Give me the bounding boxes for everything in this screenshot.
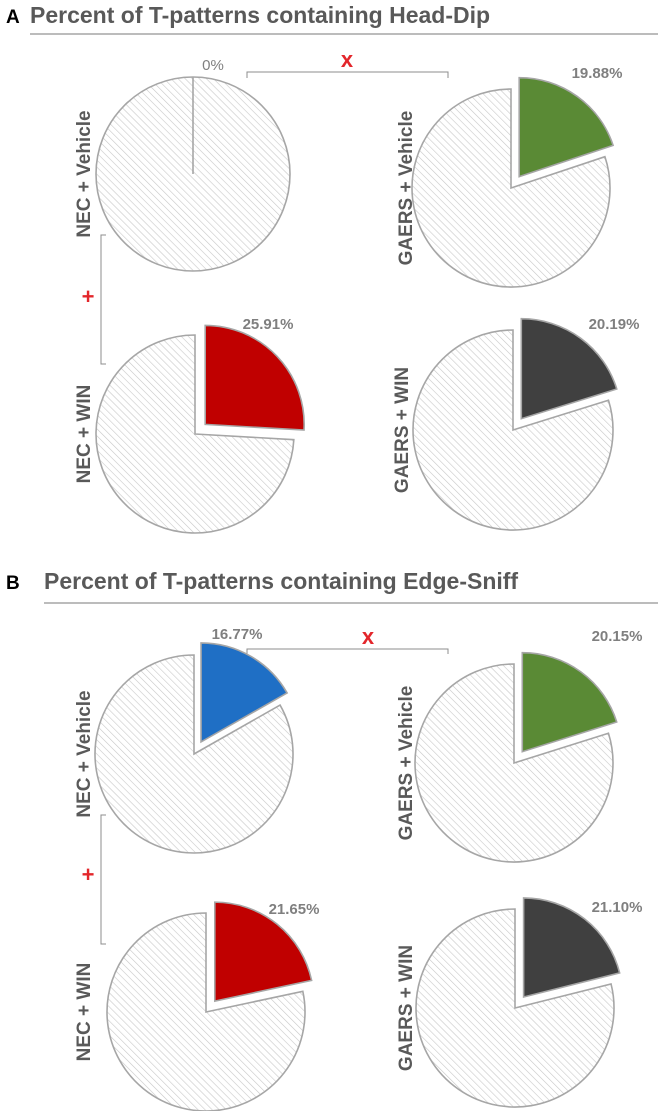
pie-percent-label: 21.10% [592, 899, 643, 916]
pie-remainder [95, 334, 295, 534]
pie-a-2: 25.91% NEC + WIN [74, 316, 305, 534]
pie-a-3: 20.19% GAERS + WIN [392, 316, 640, 531]
group-label: NEC + WIN [74, 963, 95, 1062]
pie-percent-label: 21.65% [269, 901, 320, 918]
pie-a-0: 0% NEC + Vehicle [74, 57, 291, 272]
group-label: NEC + Vehicle [74, 690, 95, 817]
pie-slice [518, 76, 615, 178]
panel-a-letter: A [6, 7, 20, 28]
pie-b-0: 16.77% NEC + Vehicle [74, 626, 294, 854]
pie-slice [204, 324, 305, 431]
group-label: NEC + WIN [74, 385, 95, 484]
panel-a-plus-marker: + [82, 284, 95, 309]
panel-b-plus-marker: + [82, 862, 95, 887]
pie-percent-label: 20.15% [592, 628, 643, 645]
pie-slice [521, 651, 618, 753]
panel-a-x-bracket [246, 71, 449, 78]
pie-percent-label: 20.19% [589, 316, 640, 333]
pie-b-2: 21.65% NEC + WIN [74, 901, 319, 1111]
pie-remainder [106, 912, 306, 1111]
pie-remainder [411, 88, 611, 288]
panel-b-title: Percent of T-patterns containing Edge-Sn… [44, 568, 518, 594]
group-label: GAERS + Vehicle [396, 111, 417, 266]
pie-remainder [415, 908, 615, 1108]
pie-percent-label: 16.77% [212, 626, 263, 643]
group-label: GAERS + WIN [392, 367, 413, 493]
group-label: GAERS + Vehicle [396, 686, 417, 841]
panel-a-plus-bracket [100, 234, 106, 365]
pie-slice [522, 897, 621, 998]
panel-b-letter: B [6, 573, 20, 594]
group-label: GAERS + WIN [396, 945, 417, 1071]
panel-b-x-bracket [246, 648, 449, 654]
pie-charts: 0% NEC + Vehicle 19.88% GAERS + Vehicle 25.9… [74, 57, 642, 1111]
panel-b-plus-bracket [100, 814, 106, 945]
pie-percent-label: 0% [202, 57, 224, 74]
pie-percent-label: 19.88% [572, 65, 623, 82]
group-label: NEC + Vehicle [74, 110, 95, 237]
pie-remainder [94, 654, 294, 854]
pie-slice [214, 901, 313, 1003]
pie-b-1: 20.15% GAERS + Vehicle [396, 628, 643, 863]
pie-a-1: 19.88% GAERS + Vehicle [396, 65, 623, 288]
pie-remainder [412, 329, 614, 531]
pie-slice [200, 642, 289, 744]
pie-slice [520, 317, 618, 420]
pie-percent-label: 25.91% [243, 316, 294, 333]
panel-b-x-marker: x [362, 624, 375, 649]
panel-a-x-marker: x [341, 47, 354, 72]
panel-a-title: Percent of T-patterns containing Head-Di… [30, 2, 490, 28]
pie-b-3: 21.10% GAERS + WIN [396, 897, 643, 1108]
pie-remainder [414, 663, 614, 863]
